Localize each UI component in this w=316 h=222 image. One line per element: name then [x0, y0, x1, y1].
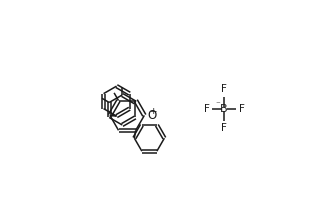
Text: O: O: [147, 109, 156, 122]
Text: F: F: [221, 123, 227, 133]
Text: ⁻: ⁻: [216, 100, 221, 109]
Text: F: F: [221, 84, 227, 94]
Text: F: F: [239, 104, 245, 114]
Text: B: B: [220, 104, 228, 114]
Text: +: +: [149, 107, 156, 116]
Text: F: F: [204, 104, 210, 114]
